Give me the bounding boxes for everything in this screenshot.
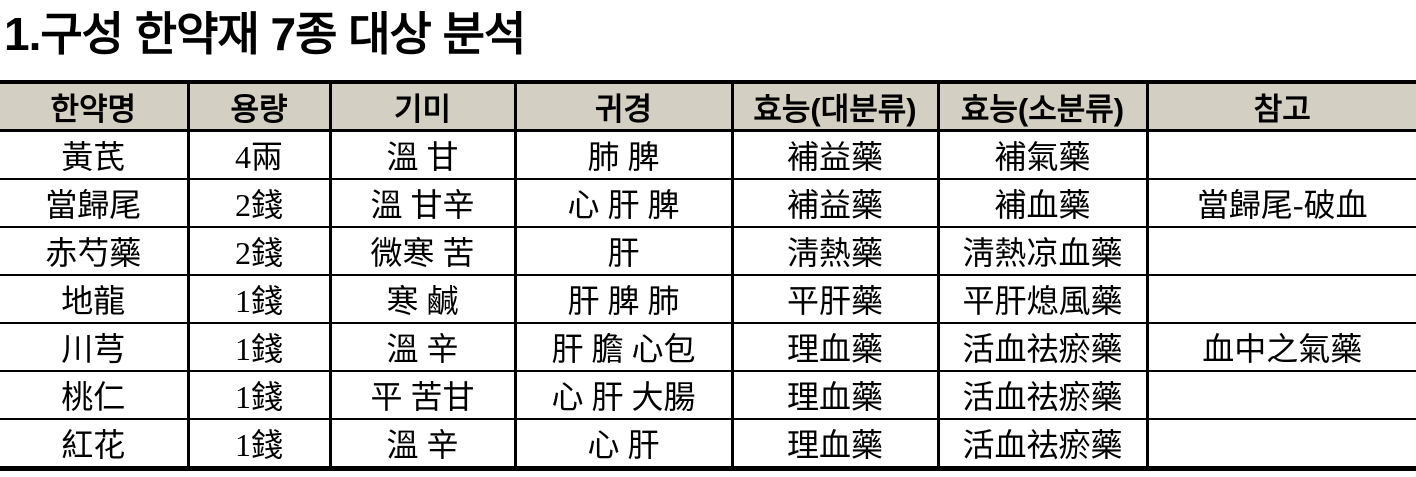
cell-efficacy-minor: 活血祛瘀藥	[936, 323, 1147, 372]
cell-note	[1145, 419, 1416, 470]
cell-efficacy-major: 理血藥	[730, 371, 938, 420]
cell-meridian: 肝 脾 肺	[513, 275, 732, 324]
cell-meridian: 肝 膽 心包	[513, 323, 732, 372]
cell-efficacy-major: 補益藥	[730, 179, 938, 228]
cell-meridian: 心 肝	[513, 419, 732, 470]
cell-dosage: 1錢	[186, 323, 330, 372]
cell-nature-flavor: 寒 鹹	[328, 275, 515, 324]
col-header-meridian: 귀경	[513, 82, 732, 132]
cell-herb-name: 黃芪	[0, 130, 188, 180]
cell-nature-flavor: 微寒 苦	[328, 227, 515, 276]
cell-nature-flavor: 平 苦甘	[328, 371, 515, 420]
cell-efficacy-minor: 淸熱凉血藥	[936, 227, 1147, 276]
cell-efficacy-major: 平肝藥	[730, 275, 938, 324]
cell-dosage: 4兩	[186, 130, 330, 180]
cell-dosage: 1錢	[186, 275, 330, 324]
table-row: 桃仁 1錢 平 苦甘 心 肝 大腸 理血藥 活血祛瘀藥	[0, 371, 1416, 420]
cell-efficacy-minor: 補氣藥	[936, 130, 1147, 180]
table-row: 當歸尾 2錢 溫 甘辛 心 肝 脾 補益藥 補血藥 當歸尾-破血	[0, 179, 1416, 228]
cell-note	[1145, 130, 1416, 180]
cell-meridian: 肺 脾	[513, 130, 732, 180]
cell-meridian: 肝	[513, 227, 732, 276]
col-header-herb-name: 한약명	[0, 82, 188, 132]
cell-note	[1145, 275, 1416, 324]
cell-herb-name: 當歸尾	[0, 179, 188, 228]
cell-dosage: 1錢	[186, 419, 330, 470]
cell-efficacy-minor: 平肝熄風藥	[936, 275, 1147, 324]
cell-nature-flavor: 溫 辛	[328, 323, 515, 372]
cell-herb-name: 地龍	[0, 275, 188, 324]
col-header-dosage: 용량	[186, 82, 330, 132]
cell-nature-flavor: 溫 甘	[328, 130, 515, 180]
cell-meridian: 心 肝 大腸	[513, 371, 732, 420]
cell-herb-name: 桃仁	[0, 371, 188, 420]
col-header-efficacy-minor: 효능(소분류)	[936, 82, 1147, 132]
cell-dosage: 2錢	[186, 179, 330, 228]
herb-analysis-table: 한약명 용량 기미 귀경 효능(대분류) 효능(소분류) 참고 黃芪 4兩 溫 …	[0, 80, 1416, 471]
cell-nature-flavor: 溫 辛	[328, 419, 515, 470]
table-row: 紅花 1錢 溫 辛 心 肝 理血藥 活血祛瘀藥	[0, 419, 1416, 470]
cell-meridian: 心 肝 脾	[513, 179, 732, 228]
cell-nature-flavor: 溫 甘辛	[328, 179, 515, 228]
table-row: 川芎 1錢 溫 辛 肝 膽 心包 理血藥 活血祛瘀藥 血中之氣藥	[0, 323, 1416, 372]
cell-dosage: 2錢	[186, 227, 330, 276]
cell-efficacy-minor: 活血祛瘀藥	[936, 371, 1147, 420]
cell-note	[1145, 371, 1416, 420]
cell-note	[1145, 227, 1416, 276]
cell-efficacy-major: 補益藥	[730, 130, 938, 180]
cell-herb-name: 川芎	[0, 323, 188, 372]
col-header-note: 참고	[1145, 82, 1416, 132]
cell-dosage: 1錢	[186, 371, 330, 420]
cell-efficacy-major: 淸熱藥	[730, 227, 938, 276]
table-row: 黃芪 4兩 溫 甘 肺 脾 補益藥 補氣藥	[0, 130, 1416, 180]
header-row: 한약명 용량 기미 귀경 효능(대분류) 효능(소분류) 참고	[0, 82, 1416, 132]
cell-note: 血中之氣藥	[1145, 323, 1416, 372]
table-row: 赤芍藥 2錢 微寒 苦 肝 淸熱藥 淸熱凉血藥	[0, 227, 1416, 276]
col-header-efficacy-major: 효능(대분류)	[730, 82, 938, 132]
cell-efficacy-minor: 補血藥	[936, 179, 1147, 228]
col-header-nature-flavor: 기미	[328, 82, 515, 132]
table-row: 地龍 1錢 寒 鹹 肝 脾 肺 平肝藥 平肝熄風藥	[0, 275, 1416, 324]
page-title: 1.구성 한약재 7종 대상 분석	[4, 8, 526, 60]
cell-efficacy-major: 理血藥	[730, 419, 938, 470]
cell-herb-name: 紅花	[0, 419, 188, 470]
cell-efficacy-major: 理血藥	[730, 323, 938, 372]
cell-herb-name: 赤芍藥	[0, 227, 188, 276]
cell-efficacy-minor: 活血祛瘀藥	[936, 419, 1147, 470]
cell-note: 當歸尾-破血	[1145, 179, 1416, 228]
